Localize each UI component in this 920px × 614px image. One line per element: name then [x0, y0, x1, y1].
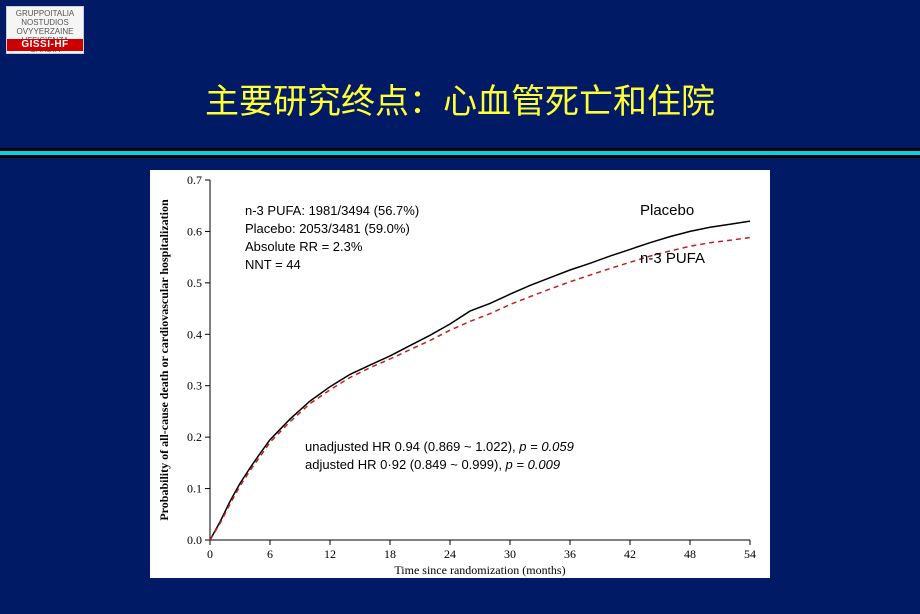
- svg-text:48: 48: [684, 547, 696, 561]
- logo-band: GISSI-HF: [7, 39, 83, 51]
- hazard-ratio-block: unadjusted HR 0.94 (0.869 ~ 1.022), p = …: [305, 438, 574, 474]
- gissi-hf-logo: GRUPPOITALIA NOSTUDIOS OVYYERZAINE UFFIC…: [6, 6, 84, 54]
- svg-text:0.5: 0.5: [187, 276, 202, 290]
- summary-stats-block: n-3 PUFA: 1981/3494 (56.7%)Placebo: 2053…: [245, 202, 419, 274]
- svg-text:0.1: 0.1: [187, 482, 202, 496]
- svg-text:0.0: 0.0: [187, 533, 202, 547]
- svg-text:12: 12: [324, 547, 336, 561]
- svg-text:0.6: 0.6: [187, 224, 202, 238]
- svg-text:36: 36: [564, 547, 576, 561]
- slide-title: 主要研究终点：心血管死亡和住院: [0, 74, 920, 123]
- svg-text:Probability of all-cause death: Probability of all-cause death or cardio…: [157, 199, 171, 521]
- svg-text:30: 30: [504, 547, 516, 561]
- svg-text:54: 54: [744, 547, 756, 561]
- svg-text:42: 42: [624, 547, 636, 561]
- svg-text:0: 0: [207, 547, 213, 561]
- svg-text:0.2: 0.2: [187, 430, 202, 444]
- svg-text:0.3: 0.3: [187, 379, 202, 393]
- svg-text:18: 18: [384, 547, 396, 561]
- svg-text:24: 24: [444, 547, 456, 561]
- chart-panel: 0.0 0.1 0.2 0.3 0.4 0.5 0.6 0.7 0 6 12 18 24 30 36 42 48…: [150, 170, 770, 578]
- svg-text:6: 6: [267, 547, 273, 561]
- series-label-placebo: Placebo: [640, 202, 694, 219]
- series-label-pufa: n-3 PUFA: [640, 250, 705, 267]
- svg-text:0.4: 0.4: [187, 327, 202, 341]
- svg-text:0.7: 0.7: [187, 173, 202, 187]
- title-divider: [0, 148, 920, 158]
- svg-text:Time since randomization (mont: Time since randomization (months): [394, 563, 565, 577]
- km-chart: 0.0 0.1 0.2 0.3 0.4 0.5 0.6 0.7 0 6 12 18 24 30 36 42 48…: [150, 170, 770, 578]
